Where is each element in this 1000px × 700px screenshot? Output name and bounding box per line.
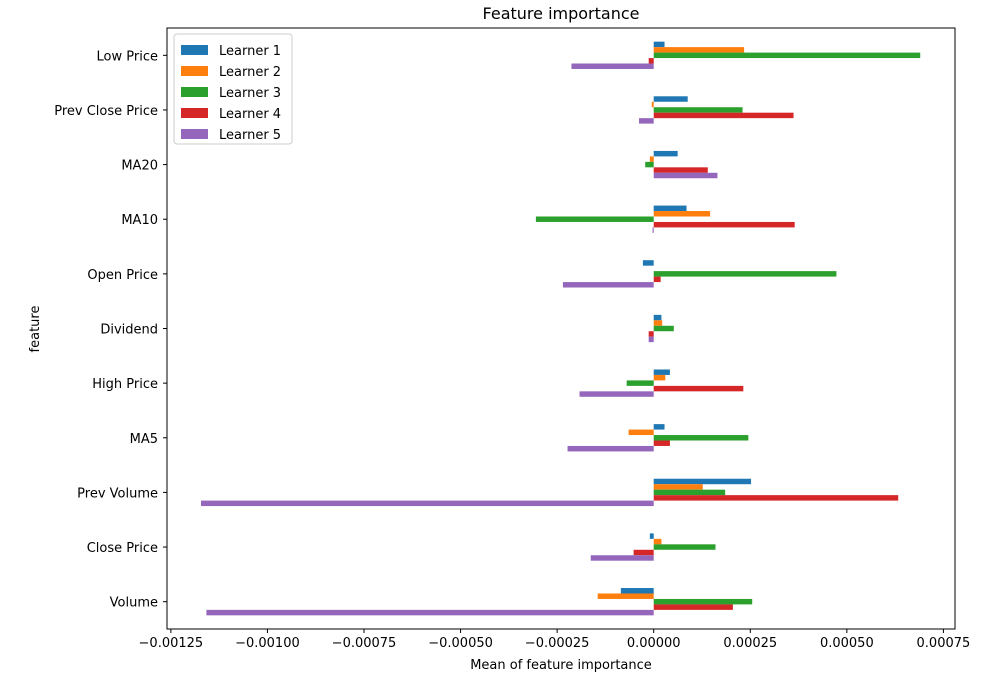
bar-volume-learner-3 xyxy=(653,598,753,605)
bar-volume-learner-5 xyxy=(206,609,654,616)
bar-low-price-learner-2 xyxy=(653,47,745,53)
bar-prev-volume-learner-3 xyxy=(653,489,726,496)
bar-dividend-learner-2 xyxy=(653,320,663,326)
bar-prev-close-price-learner-2 xyxy=(651,101,654,108)
legend-swatch-learner-3 xyxy=(181,87,208,97)
bar-prev-volume-learner-1 xyxy=(653,478,752,485)
bar-close-price-learner-2 xyxy=(653,538,662,545)
legend-label-learner-5: Learner 5 xyxy=(219,128,281,143)
bar-ma10-learner-2 xyxy=(653,211,711,217)
bar-ma10-learner-3 xyxy=(535,216,654,222)
bar-close-price-learner-5 xyxy=(590,555,654,561)
bar-high-price-learner-5 xyxy=(579,391,654,397)
bar-open-price-learner-1 xyxy=(642,260,654,266)
bar-prev-close-price-learner-3 xyxy=(653,107,743,113)
x-tick-label: −0.00100 xyxy=(235,636,300,651)
x-tick-label: 0.00025 xyxy=(723,636,777,651)
y-tick-label: MA20 xyxy=(121,159,158,174)
x-tick-label: 0.00050 xyxy=(820,636,874,651)
y-tick-label: Open Price xyxy=(87,268,158,283)
bar-volume-learner-2 xyxy=(597,593,654,599)
bar-prev-close-price-learner-4 xyxy=(653,112,794,119)
bars-layer xyxy=(200,41,921,616)
bar-high-price-learner-4 xyxy=(653,385,744,392)
legend-label-learner-3: Learner 3 xyxy=(219,86,281,101)
y-tick-label: MA5 xyxy=(130,432,158,447)
bar-ma20-learner-4 xyxy=(653,167,708,173)
bar-high-price-learner-2 xyxy=(653,374,666,381)
bar-low-price-learner-4 xyxy=(648,58,654,64)
bar-ma20-learner-5 xyxy=(653,172,718,179)
bar-ma20-learner-2 xyxy=(649,156,654,162)
y-tick-label: Prev Close Price xyxy=(54,104,158,119)
bar-ma5-learner-5 xyxy=(567,445,654,452)
legend: Learner 1 Learner 2 Learner 3 Learner 4 Lear… xyxy=(173,33,293,145)
bar-volume-learner-1 xyxy=(620,588,654,594)
x-tick-label: −0.00025 xyxy=(525,636,590,651)
bar-close-price-learner-1 xyxy=(649,533,654,539)
legend-label-learner-4: Learner 4 xyxy=(219,107,281,122)
chart-title: Feature importance xyxy=(483,4,640,23)
axes-layer: −0.00125 −0.00100 −0.00075 −0.00050 −0.00025… xyxy=(54,27,971,651)
bar-low-price-learner-1 xyxy=(653,41,665,48)
bar-dividend-learner-1 xyxy=(653,314,662,321)
bar-prev-volume-learner-4 xyxy=(653,495,899,501)
bar-ma10-learner-1 xyxy=(653,205,687,212)
bar-open-price-learner-5 xyxy=(562,282,654,288)
bar-prev-volume-learner-2 xyxy=(653,484,703,490)
bar-ma10-learner-5 xyxy=(652,227,654,233)
y-tick-label: Low Price xyxy=(97,49,158,64)
bar-ma5-learner-4 xyxy=(653,440,670,446)
bar-dividend-learner-5 xyxy=(648,336,654,343)
bar-low-price-learner-5 xyxy=(571,63,654,69)
bar-close-price-learner-4 xyxy=(633,549,654,556)
legend-swatch-learner-5 xyxy=(181,129,208,139)
bar-low-price-learner-3 xyxy=(653,52,921,59)
bar-dividend-learner-4 xyxy=(648,331,654,337)
x-tick-label: 0.00075 xyxy=(917,636,971,651)
x-axis-label: Mean of feature importance xyxy=(470,658,652,673)
bar-open-price-learner-3 xyxy=(653,271,837,277)
bar-ma5-learner-3 xyxy=(653,435,749,441)
bar-prev-volume-learner-5 xyxy=(200,500,654,507)
y-tick-label: Dividend xyxy=(100,323,158,338)
bar-high-price-learner-3 xyxy=(626,380,654,386)
legend-label-learner-1: Learner 1 xyxy=(219,44,281,59)
legend-swatch-learner-1 xyxy=(181,45,208,55)
y-tick-label: High Price xyxy=(92,377,158,392)
legend-label-learner-2: Learner 2 xyxy=(219,65,281,80)
bar-ma20-learner-3 xyxy=(645,161,654,168)
y-axis-label: feature xyxy=(28,306,43,353)
y-tick-label: Volume xyxy=(110,596,158,611)
bar-close-price-learner-3 xyxy=(653,544,716,550)
bar-open-price-learner-4 xyxy=(653,276,661,283)
legend-swatch-learner-2 xyxy=(181,66,208,76)
bar-volume-learner-4 xyxy=(653,604,733,610)
bar-ma5-learner-2 xyxy=(628,429,654,436)
bar-ma10-learner-4 xyxy=(653,221,795,228)
bar-prev-close-price-learner-5 xyxy=(639,118,654,124)
y-tick-label: MA10 xyxy=(121,213,158,228)
y-tick-label: Prev Volume xyxy=(77,486,158,501)
bar-ma20-learner-1 xyxy=(653,150,678,157)
x-tick-label: −0.00050 xyxy=(428,636,493,651)
legend-swatch-learner-4 xyxy=(181,108,208,118)
bar-prev-close-price-learner-1 xyxy=(653,96,688,102)
y-tick-label: Close Price xyxy=(87,541,158,556)
bar-high-price-learner-1 xyxy=(653,369,670,375)
x-tick-label: −0.00075 xyxy=(332,636,397,651)
x-tick-label: 0.00000 xyxy=(627,636,681,651)
bar-ma5-learner-1 xyxy=(653,424,665,430)
bar-dividend-learner-3 xyxy=(653,325,674,332)
x-tick-label: −0.00125 xyxy=(139,636,204,651)
